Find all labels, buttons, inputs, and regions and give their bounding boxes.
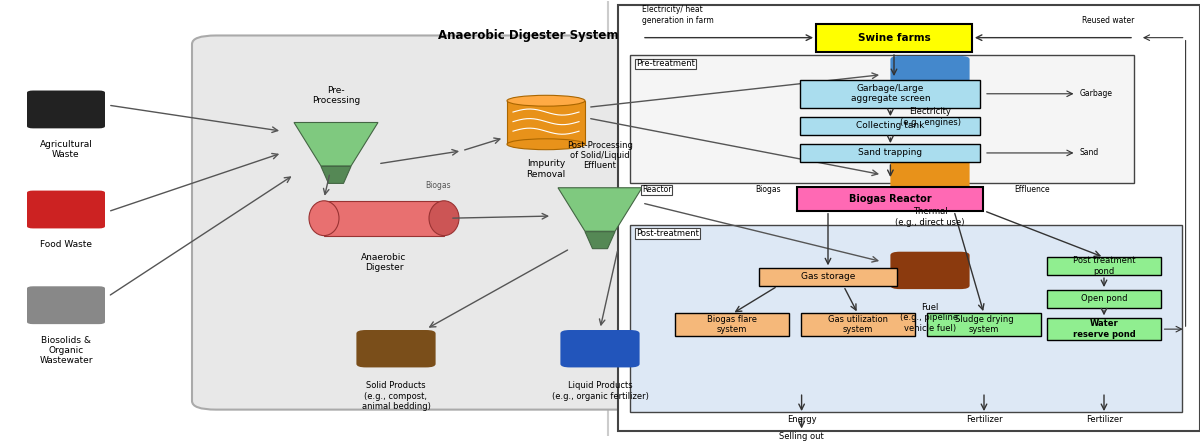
Bar: [618, 5, 1200, 431]
Text: Biogas: Biogas: [755, 186, 781, 194]
Text: Post-Processing
of Solid/Liquid
Effluent: Post-Processing of Solid/Liquid Effluent: [568, 141, 632, 170]
Ellipse shape: [508, 95, 586, 106]
Text: Garbage: Garbage: [1080, 89, 1114, 98]
Text: Gas utilization
system: Gas utilization system: [828, 315, 888, 335]
Text: Effluence: Effluence: [1014, 186, 1050, 194]
Text: Selling out: Selling out: [779, 432, 824, 441]
FancyBboxPatch shape: [802, 313, 916, 336]
FancyBboxPatch shape: [356, 330, 436, 367]
Text: Sand: Sand: [1080, 149, 1099, 157]
Text: Reused water: Reused water: [1081, 15, 1134, 25]
FancyBboxPatch shape: [928, 313, 1042, 336]
Text: Reactor: Reactor: [642, 186, 672, 194]
FancyBboxPatch shape: [890, 156, 970, 194]
FancyBboxPatch shape: [800, 80, 980, 108]
Bar: [630, 225, 1182, 412]
Text: Fuel
(e.g., pipeline,
vehicle fuel): Fuel (e.g., pipeline, vehicle fuel): [900, 303, 960, 333]
Text: Solid Products
(e.g., compost,
animal bedding): Solid Products (e.g., compost, animal be…: [361, 381, 431, 411]
FancyBboxPatch shape: [28, 286, 106, 324]
FancyBboxPatch shape: [758, 268, 896, 286]
Text: Biogas: Biogas: [425, 181, 451, 190]
Polygon shape: [558, 188, 642, 231]
FancyBboxPatch shape: [1046, 318, 1162, 340]
FancyBboxPatch shape: [1046, 257, 1162, 275]
Text: Sludge drying
system: Sludge drying system: [955, 315, 1013, 335]
Bar: [508, 101, 586, 144]
FancyBboxPatch shape: [816, 23, 972, 52]
Text: Fertilizer: Fertilizer: [1086, 415, 1122, 424]
Text: Thermal
(e.g., direct use): Thermal (e.g., direct use): [895, 207, 965, 227]
Text: Anaerobic Digester System: Anaerobic Digester System: [438, 29, 618, 42]
Text: Impurity
Removal: Impurity Removal: [527, 160, 565, 179]
Text: Electricity
(e.g., engines): Electricity (e.g., engines): [900, 107, 960, 127]
Text: Biosolids &
Organic
Wastewater: Biosolids & Organic Wastewater: [40, 335, 92, 366]
Text: Electricity/ heat
generation in farm: Electricity/ heat generation in farm: [642, 5, 714, 25]
FancyBboxPatch shape: [797, 187, 984, 210]
FancyBboxPatch shape: [674, 313, 790, 336]
Bar: [630, 55, 1134, 183]
Ellipse shape: [310, 201, 340, 236]
Text: Sand trapping: Sand trapping: [858, 149, 923, 157]
FancyBboxPatch shape: [560, 330, 640, 367]
Text: Post-treatment: Post-treatment: [636, 229, 698, 238]
FancyBboxPatch shape: [192, 35, 864, 410]
Text: Open pond: Open pond: [1081, 294, 1127, 303]
Text: Collecting tank: Collecting tank: [857, 122, 924, 130]
Text: Energy: Energy: [787, 415, 816, 424]
Text: Anaerobic
Digester: Anaerobic Digester: [361, 253, 407, 272]
Text: Biogas flare
system: Biogas flare system: [707, 315, 757, 335]
Text: Agricultural
Waste: Agricultural Waste: [40, 140, 92, 159]
FancyBboxPatch shape: [1046, 290, 1162, 308]
Polygon shape: [322, 167, 352, 183]
Text: Pre-
Processing: Pre- Processing: [312, 86, 360, 105]
Text: Swine farms: Swine farms: [858, 33, 930, 43]
FancyBboxPatch shape: [28, 91, 106, 128]
Ellipse shape: [508, 139, 586, 150]
FancyBboxPatch shape: [890, 56, 970, 93]
Text: Liquid Products
(e.g., organic fertilizer): Liquid Products (e.g., organic fertilize…: [552, 381, 648, 401]
FancyBboxPatch shape: [28, 191, 106, 229]
Ellipse shape: [430, 201, 458, 236]
Polygon shape: [294, 122, 378, 166]
FancyBboxPatch shape: [800, 144, 980, 162]
Text: Gas storage: Gas storage: [800, 272, 856, 282]
Text: Biogas Reactor: Biogas Reactor: [850, 194, 931, 204]
Text: Fertilizer: Fertilizer: [966, 415, 1002, 424]
Text: Post treatment
pond: Post treatment pond: [1073, 256, 1135, 276]
Bar: [324, 201, 444, 236]
Text: Garbage/Large
aggregate screen: Garbage/Large aggregate screen: [851, 84, 930, 103]
FancyBboxPatch shape: [800, 117, 980, 135]
Text: Water
reserve pond: Water reserve pond: [1073, 320, 1135, 339]
Polygon shape: [586, 232, 616, 249]
Text: Pre-treatment: Pre-treatment: [636, 59, 695, 69]
FancyBboxPatch shape: [890, 251, 970, 289]
Text: Food Waste: Food Waste: [40, 240, 92, 249]
